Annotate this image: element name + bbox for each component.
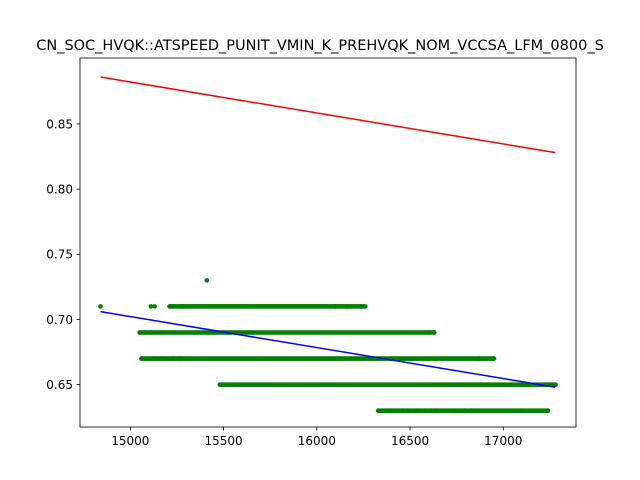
x-tick-label: 15500 bbox=[204, 434, 242, 448]
x-tick-label: 17000 bbox=[484, 434, 522, 448]
data-point bbox=[204, 278, 210, 283]
data-point bbox=[553, 382, 558, 387]
trend-line bbox=[100, 310, 556, 388]
data-point bbox=[98, 304, 103, 309]
axes-frame bbox=[79, 57, 577, 428]
plot-frame bbox=[79, 57, 577, 428]
y-tick-label: 0.80 bbox=[46, 182, 73, 196]
band-1 bbox=[137, 330, 437, 335]
data-point bbox=[362, 304, 368, 309]
data-point bbox=[431, 330, 437, 335]
y-axis: 0.65 0.70 0.75 0.80 0.85 bbox=[46, 117, 80, 392]
data-point bbox=[148, 304, 154, 309]
band-3 bbox=[217, 382, 558, 387]
plot-area bbox=[98, 76, 558, 414]
band-2 bbox=[139, 356, 497, 361]
chart-title: CN_SOC_HVQK::ATSPEED_PUNIT_VMIN_K_PREHVQ… bbox=[36, 38, 604, 54]
x-tick-label: 16500 bbox=[391, 434, 429, 448]
data-point bbox=[491, 356, 497, 361]
y-tick-label: 0.85 bbox=[46, 117, 73, 131]
y-tick-label: 0.70 bbox=[46, 313, 73, 327]
y-tick-label: 0.75 bbox=[46, 248, 73, 262]
data-point bbox=[152, 304, 157, 309]
band-4 bbox=[376, 408, 551, 414]
upper-limit-line bbox=[100, 76, 556, 154]
x-tick-label: 16000 bbox=[298, 434, 336, 448]
data-point bbox=[544, 408, 550, 414]
x-tick-label: 15000 bbox=[111, 434, 149, 448]
band-0 bbox=[98, 304, 368, 309]
x-axis: 15000 15500 16000 16500 17000 bbox=[111, 427, 522, 448]
y-tick-label: 0.65 bbox=[46, 378, 73, 392]
